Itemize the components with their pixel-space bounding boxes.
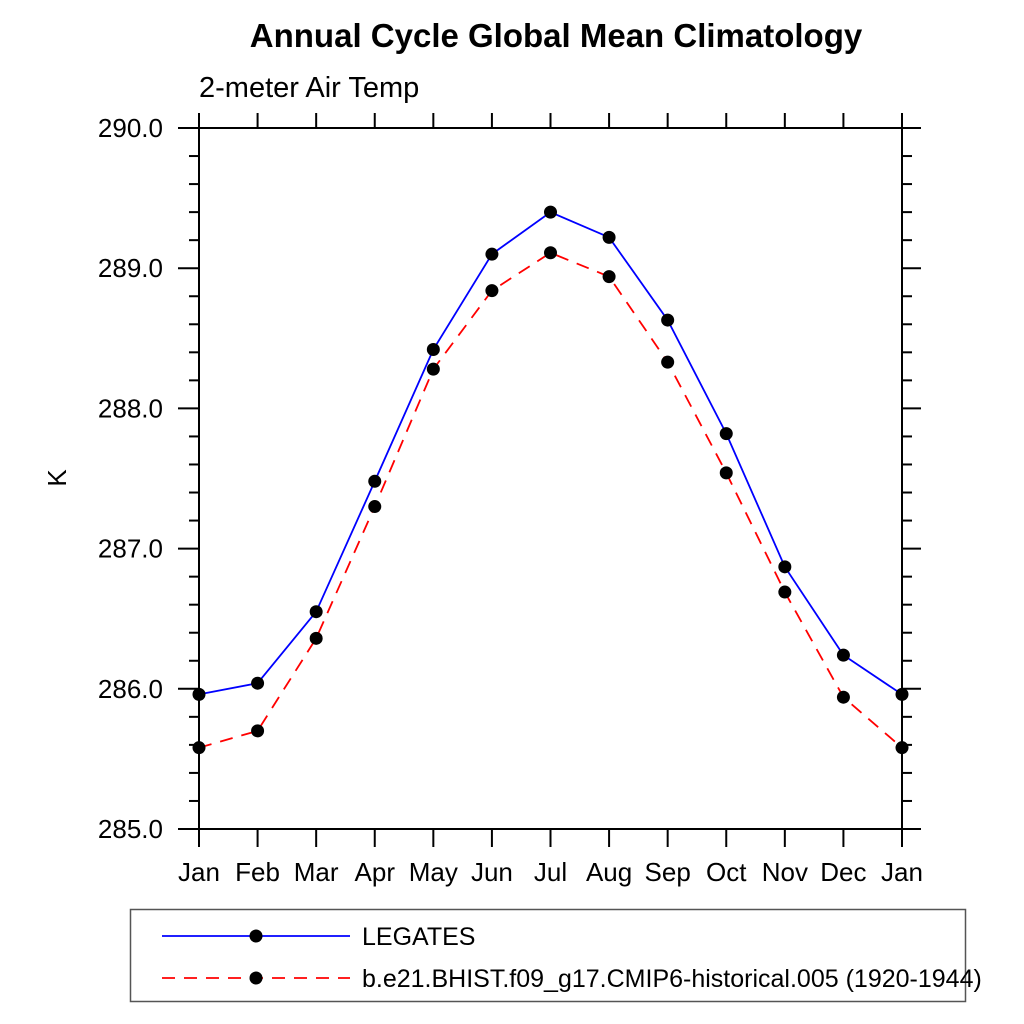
data-point-marker: [309, 605, 323, 619]
data-point-marker: [485, 284, 499, 298]
x-tick-label: Nov: [762, 857, 808, 887]
y-tick-label: 289.0: [98, 253, 163, 283]
y-tick-label: 290.0: [98, 113, 163, 143]
x-tick-label: Jan: [178, 857, 220, 887]
legend-marker-dot-icon: [249, 929, 263, 943]
data-point-marker: [309, 631, 323, 645]
legend-item-model: b.e21.BHIST.f09_g17.CMIP6-historical.005…: [162, 965, 982, 993]
series-line-0: [198, 211, 903, 696]
data-point-marker: [251, 676, 265, 690]
data-point-marker: [192, 687, 206, 701]
data-point-marker: [368, 500, 382, 514]
x-tick-label: Mar: [294, 857, 339, 887]
plot-area: 285.0 286.0 287.0 288.0 289.0 290.0 Jan Feb Mar A…: [98, 113, 923, 887]
data-point-marker: [895, 687, 909, 701]
y-axis-unit-label: K: [42, 469, 72, 487]
data-point-marker: [778, 560, 792, 574]
x-tick-label: Apr: [355, 857, 396, 887]
y-tick-label: 286.0: [98, 674, 163, 704]
chart-title: Annual Cycle Global Mean Climatology: [250, 17, 863, 54]
data-point-marker: [778, 585, 792, 599]
legend-box: [129, 908, 967, 1003]
legend: LEGATES b.e21.BHIST.f09_g17.CMIP6-histor…: [129, 908, 982, 1003]
data-point-marker: [544, 205, 557, 219]
data-point-marker: [192, 741, 206, 755]
data-point-marker: [426, 362, 440, 376]
data-point-marker: [251, 724, 265, 738]
data-point-marker: [836, 648, 850, 662]
x-tick-label: Oct: [706, 857, 747, 887]
data-point-marker: [426, 343, 440, 357]
x-tick-label: Jul: [534, 857, 567, 887]
plot-frame: [198, 127, 903, 830]
x-tick-label: Dec: [820, 857, 866, 887]
x-tick-label: May: [409, 857, 458, 887]
data-point-marker: [602, 270, 616, 284]
data-point-marker: [719, 466, 733, 480]
y-tick-label: 287.0: [98, 534, 163, 564]
x-tick-label: Jun: [471, 857, 513, 887]
y-tick-label: 288.0: [98, 393, 163, 423]
legend-item-legates: LEGATES: [162, 923, 475, 951]
data-point-marker: [485, 247, 499, 261]
data-point-marker: [895, 741, 909, 755]
data-point-marker: [836, 690, 850, 704]
data-point-marker: [544, 246, 557, 260]
data-point-marker: [661, 313, 675, 327]
data-point-marker: [661, 355, 675, 369]
x-tick-label: Sep: [645, 857, 691, 887]
legend-label-legates: LEGATES: [362, 923, 475, 951]
data-point-marker: [602, 230, 616, 244]
x-tick-label: Jan: [881, 857, 923, 887]
y-tick-label: 285.0: [98, 814, 163, 844]
legend-label-model: b.e21.BHIST.f09_g17.CMIP6-historical.005…: [362, 965, 982, 993]
x-tick-label: Feb: [235, 857, 280, 887]
data-point-marker: [719, 427, 733, 441]
legend-marker-dot-icon: [249, 971, 263, 985]
x-tick-label: Aug: [586, 857, 632, 887]
chart-subtitle: 2-meter Air Temp: [199, 72, 419, 104]
series-line-1: [198, 251, 903, 749]
data-point-marker: [368, 474, 382, 488]
